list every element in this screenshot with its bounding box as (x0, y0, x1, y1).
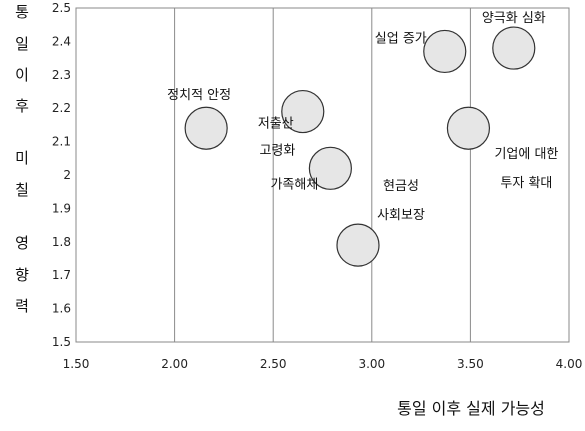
point-label-line: 현금성 (383, 179, 419, 194)
x-axis-label: 통일 이후 실제 가능성 (397, 399, 545, 418)
y-axis-label-char: 미 (15, 149, 29, 167)
data-point (336, 223, 380, 267)
point-label-line: 저출산 (258, 117, 294, 132)
y-axis-label-char: 이 (15, 66, 29, 84)
y-axis-label-char: 향 (15, 266, 29, 284)
point-label-line: 투자 확대 (500, 176, 552, 191)
y-axis-label-char: 통 (15, 3, 29, 21)
y-tick-label: 2.5 (52, 1, 71, 15)
data-point (492, 26, 536, 70)
y-axis-label-char: 력 (15, 297, 29, 315)
y-tick-label: 2.3 (52, 68, 71, 82)
y-tick-label: 2.2 (52, 101, 71, 115)
point-label-line: 기업에 대한 (494, 147, 558, 162)
point-label: 고령화 (259, 143, 295, 158)
data-point (281, 89, 325, 134)
point-label-line: 가족해체 (270, 177, 318, 192)
y-axis-label-char: 일 (15, 35, 29, 53)
data-points (184, 26, 536, 267)
plot-border (75, 7, 570, 343)
x-tick-label: 2.00 (161, 357, 188, 371)
point-label-line: 사회보장 (377, 208, 425, 223)
y-tick-label: 2.4 (52, 34, 71, 48)
point-label-line: 실업 증가 (375, 31, 427, 46)
x-tick-label: 1.50 (63, 357, 90, 371)
point-label-line: 양극화 심화 (482, 11, 546, 26)
y-tick-label: 2.1 (52, 135, 71, 149)
point-label: 정치적 안정 (167, 88, 231, 103)
point-label: 저출산 (258, 117, 294, 132)
y-tick-label: 1.6 (52, 302, 71, 316)
y-axis-label-char: 후 (15, 97, 29, 115)
axis-ticks: 1.50 2.00 2.50 3.00 3.50 4.00 1.5 1.6 1.7 1.8 1.9 2… (52, 1, 582, 371)
point-label-line: 고령화 (259, 143, 295, 158)
x-tick-label: 2.50 (260, 357, 287, 371)
point-label-line: 정치적 안정 (167, 88, 231, 103)
y-tick-label: 1.7 (52, 268, 71, 282)
y-tick-label: 2 (63, 168, 71, 182)
y-tick-label: 1.8 (52, 235, 71, 249)
x-tick-label: 3.00 (358, 357, 385, 371)
point-label: 실업 증가 (375, 31, 427, 46)
y-tick-label: 1.5 (52, 335, 71, 349)
data-point (184, 106, 228, 150)
data-point (308, 146, 352, 190)
grid (75, 7, 570, 343)
point-label: 가족해체 (270, 177, 318, 192)
x-tick-label: 4.00 (556, 357, 583, 371)
x-tick-label: 3.50 (457, 357, 484, 371)
point-label: 양극화 심화 (482, 11, 546, 26)
y-tick-label: 1.9 (52, 201, 71, 215)
y-axis-label-char: 칠 (15, 181, 29, 199)
y-axis-label-char: 영 (15, 234, 29, 252)
data-point (423, 29, 467, 74)
data-point (446, 106, 491, 150)
